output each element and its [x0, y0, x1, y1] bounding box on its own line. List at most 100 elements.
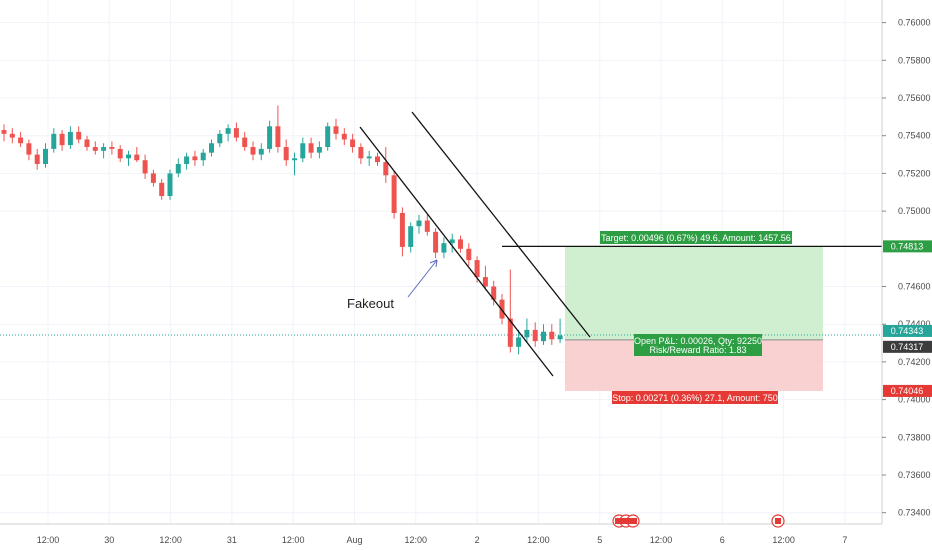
x-tick-label: 12:00 [772, 535, 795, 545]
candle [142, 154, 148, 180]
x-tick-label: 2 [475, 535, 480, 545]
candle [159, 179, 165, 200]
y-tick-label: 0.74600 [898, 282, 931, 292]
candle [308, 137, 314, 159]
candle [524, 318, 530, 344]
y-tick-label: 0.73600 [898, 470, 931, 480]
fakeout-annotation[interactable]: Fakeout [347, 296, 394, 311]
candle-body [258, 148, 264, 155]
candle [26, 139, 32, 161]
candle-body [26, 143, 32, 155]
price-tag-target [883, 240, 932, 253]
x-tick-label: 12:00 [282, 535, 305, 545]
candle [482, 265, 488, 291]
candle-body [308, 143, 314, 153]
candle-body [142, 160, 148, 174]
candle [117, 145, 123, 163]
profit-zone[interactable] [565, 246, 823, 340]
fakeout-arrow[interactable] [407, 259, 438, 298]
price-axis[interactable]: 0.76000 0.75800 0.75600 0.75400 0.75200 0.750… [882, 18, 931, 518]
candle [1, 124, 7, 142]
candle-body [283, 147, 289, 161]
candle [507, 269, 513, 353]
candle [267, 120, 273, 153]
candle-body [184, 156, 190, 164]
candle [466, 243, 472, 266]
price-tag-current [883, 324, 932, 337]
candle [491, 280, 497, 306]
candle [499, 294, 505, 325]
x-tick-label: 12:00 [650, 535, 673, 545]
candle-body [366, 156, 372, 159]
candle [275, 105, 281, 153]
candle [233, 122, 239, 142]
candle-body [117, 148, 123, 159]
y-tick-label: 0.75600 [898, 93, 931, 103]
price-tag-stop-label: 0.74046 [891, 386, 924, 396]
candle [516, 329, 522, 355]
candle [242, 131, 248, 151]
rr-label: Risk/Reward Ratio: 1.83 [649, 345, 746, 355]
x-tick-label: 7 [842, 535, 847, 545]
candle [101, 143, 107, 159]
canada-flag-icon[interactable] [771, 514, 785, 528]
economic-event-icon[interactable] [612, 514, 640, 528]
candle-body [275, 126, 281, 148]
fakeout-arrow-head [429, 259, 438, 268]
candle [134, 147, 140, 163]
pnl-label: Open P&L: 0.00026, Qty: 92250 [634, 336, 762, 346]
channel-upper-line[interactable] [411, 111, 591, 338]
candle [84, 135, 90, 151]
candle-body [541, 331, 546, 342]
candle [126, 150, 131, 166]
candle [200, 148, 206, 166]
x-tick-label: 31 [227, 535, 237, 545]
candle [408, 222, 414, 253]
candle [217, 130, 223, 148]
candle [209, 139, 214, 157]
candle [51, 128, 57, 153]
candle-body [441, 243, 447, 253]
y-tick-label: 0.75000 [898, 206, 931, 216]
candle-body [416, 220, 422, 227]
y-tick-label: 0.74400 [898, 319, 931, 329]
candle-body [532, 329, 538, 342]
candle-body [250, 147, 256, 155]
candle-body [43, 148, 48, 164]
candle-body [466, 248, 472, 261]
target-label-box: Target: 0.00496 (0.67%) 49.6, Amount: 14… [600, 231, 792, 244]
candle-body [399, 212, 405, 247]
candle-body [433, 231, 439, 253]
candle-body [391, 175, 397, 213]
candle-body [217, 133, 223, 144]
candle [333, 118, 339, 140]
candle [192, 150, 198, 166]
candle [150, 169, 156, 187]
candle [557, 318, 563, 344]
candle [175, 158, 181, 178]
candle [549, 324, 555, 345]
candle [366, 150, 372, 166]
candle-body [18, 137, 24, 144]
target-label: Target: 0.00496 (0.67%) 49.6, Amount: 14… [601, 233, 791, 243]
candle-body [408, 226, 414, 247]
candle-body [242, 137, 248, 148]
y-tick-label: 0.75200 [898, 168, 931, 178]
candle [375, 152, 380, 166]
channel-lower-line[interactable] [359, 126, 554, 377]
candle-body [524, 329, 530, 338]
y-tick-label: 0.73400 [898, 508, 931, 518]
candle-body [458, 239, 463, 249]
stop-label-box: Stop: 0.00271 (0.36%) 27.1, Amount: 750 [612, 391, 778, 404]
candle [325, 122, 331, 151]
pnl-label-box: Open P&L: 0.00026, Qty: 92250 Risk/Rewar… [634, 334, 762, 356]
x-tick-label: 5 [597, 535, 602, 545]
candle-body [292, 158, 297, 161]
candle-body [51, 133, 57, 149]
candle-body [1, 130, 7, 134]
candle [43, 143, 48, 168]
grid [0, 0, 882, 524]
candle-body [375, 156, 380, 163]
time-axis[interactable]: 12:00 30 12:00 31 12:00 Aug 12:00 2 12:00 5 12:00 6… [37, 535, 848, 545]
